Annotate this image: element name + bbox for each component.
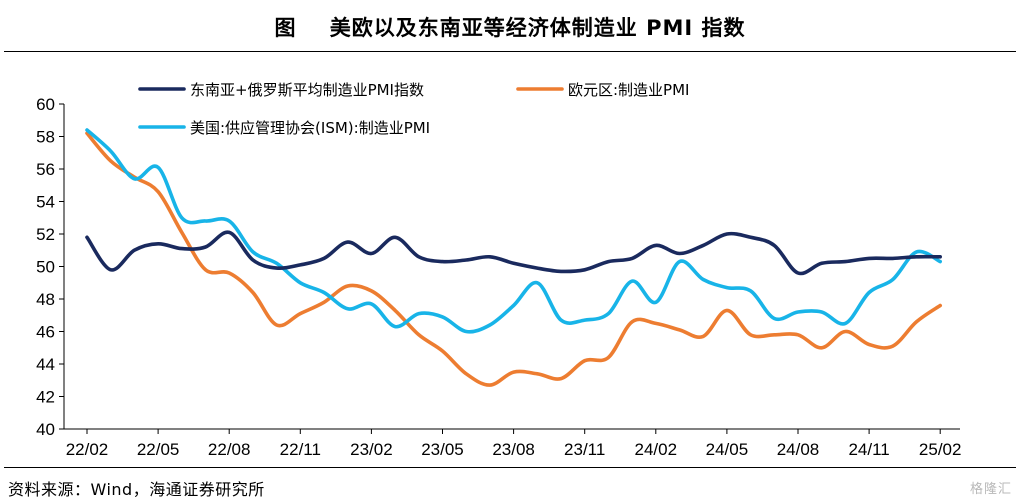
x-tick-label: 22/08 (208, 440, 251, 459)
watermark: 格隆汇 (969, 482, 1012, 497)
legend: 东南亚+俄罗斯平均制造业PMI指数 欧元区:制造业PMI 美国:供应管理协会(ISM… (138, 81, 689, 137)
series-line-1 (85, 131, 942, 387)
y-tick-label: 54 (36, 193, 55, 212)
x-tick-label: 24/08 (777, 440, 820, 459)
y-tick-label: 60 (36, 95, 55, 114)
legend-label-0: 东南亚+俄罗斯平均制造业PMI指数 (190, 81, 424, 99)
series-line-2 (85, 128, 942, 334)
x-tick-label: 24/11 (848, 440, 889, 459)
x-tick-label: 25/02 (919, 440, 962, 459)
y-tick-label: 48 (36, 290, 55, 309)
y-tick-label: 58 (36, 128, 55, 147)
x-tick-label: 22/05 (137, 440, 180, 459)
y-tick-label: 46 (36, 323, 55, 342)
x-tick-label: 22/11 (280, 440, 321, 459)
x-tick-label: 23/11 (564, 440, 605, 459)
y-tick-label: 52 (36, 225, 55, 244)
x-tick-label: 24/02 (635, 440, 678, 459)
legend-label-2: 美国:供应管理协会(ISM):制造业PMI (190, 119, 430, 137)
figure-title: 图 美欧以及东南亚等经济体制造业 PMI 指数 (274, 16, 746, 40)
x-tick-label: 23/08 (492, 440, 535, 459)
y-tick-label: 40 (36, 420, 55, 439)
x-tick-label: 23/05 (421, 440, 464, 459)
series-lines (85, 128, 942, 387)
title-rule (4, 51, 1016, 52)
source-note: 资料来源：Wind，海通证券研究所 (8, 480, 265, 499)
y-tick-label: 44 (36, 355, 55, 374)
y-tick-label: 42 (36, 388, 55, 407)
legend-label-1: 欧元区:制造业PMI (568, 81, 689, 99)
y-tick-label: 50 (36, 258, 55, 277)
source-rule (4, 467, 1016, 468)
pmi-line-chart: 40 42 44 46 48 50 52 54 56 58 60 22/02 22/05 22/08 22/… (36, 81, 961, 459)
axes: 40 42 44 46 48 50 52 54 56 58 60 22/02 22/05 22/08 22/… (36, 95, 961, 459)
series-line-0 (85, 230, 942, 276)
x-tick-label: 23/02 (350, 440, 393, 459)
y-tick-label: 56 (36, 160, 55, 179)
x-tick-label: 24/05 (706, 440, 749, 459)
x-tick-label: 22/02 (66, 440, 109, 459)
